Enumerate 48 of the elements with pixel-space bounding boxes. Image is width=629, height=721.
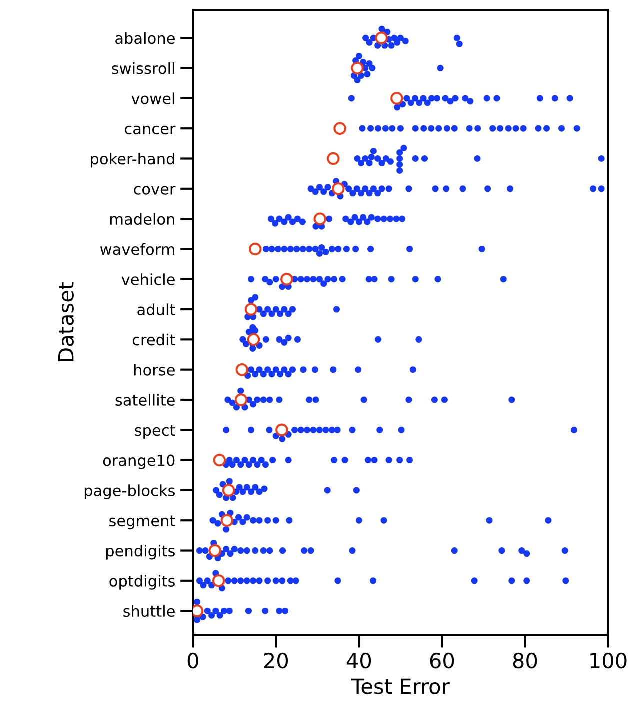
y-tick-label: page-blocks <box>84 484 175 500</box>
point <box>234 394 248 406</box>
point <box>375 32 388 44</box>
y-tick-label: poker-hand <box>91 152 174 168</box>
point <box>247 333 260 346</box>
y-tick-label: cancer <box>125 126 176 135</box>
point <box>193 604 204 618</box>
x-tick-label: 60 <box>430 652 454 669</box>
x-tick-label: 0 <box>188 652 198 669</box>
x-axis-title: Test Error <box>351 678 450 694</box>
point <box>276 424 288 437</box>
y-tick-label: satellite <box>116 394 175 406</box>
y-tick-label: optdigits <box>110 575 175 590</box>
point <box>390 92 404 105</box>
point <box>327 152 340 166</box>
point <box>332 182 345 196</box>
y-tick-label: adult <box>138 304 176 316</box>
x-tick-label: 100 <box>590 652 627 669</box>
y-tick-label: cover <box>134 186 176 195</box>
y-tick-label: waveform <box>100 243 174 256</box>
y-tick-label: vowel <box>132 92 174 104</box>
x-tick-label: 20 <box>264 652 288 669</box>
y-axis-title: Dataset <box>58 282 74 362</box>
y-tick-label: vehicle <box>122 274 175 286</box>
point <box>213 454 226 467</box>
y-tick-label: abalone <box>116 32 175 44</box>
y-tick-label: madelon <box>110 213 174 226</box>
point <box>222 484 236 497</box>
point <box>208 544 222 558</box>
point <box>351 62 364 75</box>
y-tick-label: spect <box>135 425 176 440</box>
y-tick-label: shuttle <box>124 605 175 618</box>
point <box>249 242 262 256</box>
point <box>220 514 234 527</box>
x-tick-label: 80 <box>513 652 538 669</box>
point <box>334 122 346 135</box>
point <box>212 574 226 588</box>
y-tick-label: swissroll <box>112 62 174 74</box>
point <box>236 363 248 376</box>
x-tick-label: 40 <box>346 652 372 669</box>
y-tick-label: horse <box>134 364 175 376</box>
point <box>280 273 294 286</box>
y-tick-label: pendigits <box>106 544 175 560</box>
point <box>314 212 326 226</box>
y-tick-label: segment <box>110 516 176 530</box>
y-tick-label: orange10 <box>103 454 175 470</box>
y-tick-label: credit <box>132 334 176 346</box>
point <box>244 303 258 316</box>
